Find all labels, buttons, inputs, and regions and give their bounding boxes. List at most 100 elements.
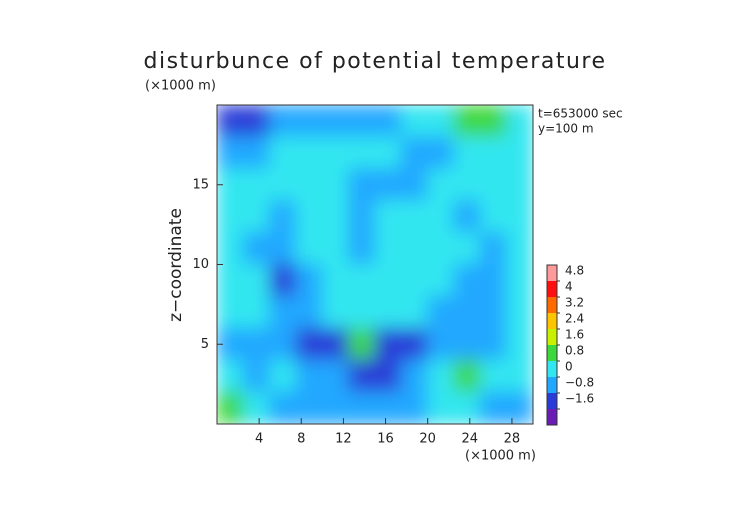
field-cell	[453, 168, 481, 202]
field-cell	[217, 264, 244, 297]
field-cell	[242, 168, 271, 202]
field-cell	[321, 327, 350, 361]
colorbar-segment	[547, 297, 557, 313]
field-cell	[321, 391, 350, 424]
field-cell	[295, 168, 323, 202]
field-cell	[217, 295, 244, 329]
y-tick-label: 5	[201, 337, 209, 352]
field-cell	[217, 359, 244, 393]
field-cell	[321, 105, 350, 138]
field-cell	[217, 232, 244, 265]
colorbar-label: 4.8	[565, 264, 584, 278]
field-cell	[348, 327, 376, 361]
field-cell	[269, 295, 297, 329]
field-cell	[400, 200, 429, 234]
field-cell	[427, 327, 455, 361]
field-cell	[479, 105, 508, 138]
field-cell	[321, 295, 350, 329]
field-cell	[269, 136, 297, 170]
x-tick-label: 20	[419, 432, 436, 447]
field-cell	[321, 136, 350, 170]
field-cell	[295, 105, 323, 138]
field-cell	[321, 200, 350, 234]
x-tick-label: 4	[255, 432, 263, 447]
field-cell	[400, 391, 429, 424]
field-cell	[427, 295, 455, 329]
colorbar-label: 0.8	[565, 344, 584, 358]
field-cell	[242, 327, 271, 361]
field-cell	[506, 327, 533, 361]
field-cell	[400, 295, 429, 329]
field-cell	[348, 359, 376, 393]
x-unit: (×1000 m)	[465, 449, 536, 464]
colorbar-segment	[547, 329, 557, 345]
field-cell	[321, 359, 350, 393]
field-cell	[269, 264, 297, 297]
field-cell	[217, 105, 244, 138]
field-cell	[348, 264, 376, 297]
field-cell	[374, 200, 402, 234]
field-cell	[374, 359, 402, 393]
colorbar-label: 1.6	[565, 328, 584, 342]
field-cell	[427, 200, 455, 234]
field-cell	[295, 232, 323, 265]
field-cell	[242, 232, 271, 265]
field-cell	[427, 232, 455, 265]
field-cell	[348, 168, 376, 202]
field-cell	[242, 391, 271, 424]
field-cell	[506, 105, 533, 138]
field-cell	[479, 295, 508, 329]
colorbar-label: 4	[565, 280, 573, 294]
field-cell	[453, 105, 481, 138]
field-cell	[242, 359, 271, 393]
field-cell	[242, 136, 271, 170]
colorbar-segment	[547, 393, 557, 409]
field-cell	[348, 200, 376, 234]
field-cell	[295, 295, 323, 329]
field-cell	[400, 359, 429, 393]
field-cell	[217, 391, 244, 424]
colorbar-segment	[547, 345, 557, 361]
field-cell	[506, 168, 533, 202]
field-cell	[269, 168, 297, 202]
field-cell	[506, 264, 533, 297]
field-cell	[400, 105, 429, 138]
y-tick-label: 15	[192, 177, 209, 192]
field-cell	[242, 295, 271, 329]
field-cell	[427, 136, 455, 170]
colorbar-segment	[547, 281, 557, 297]
colorbar-segment	[547, 377, 557, 393]
field-cell	[321, 168, 350, 202]
field-cell	[295, 327, 323, 361]
field-cell	[242, 200, 271, 234]
field-cell	[295, 136, 323, 170]
field-cell	[269, 200, 297, 234]
field-cell	[479, 232, 508, 265]
field-cell	[400, 136, 429, 170]
field-cell	[479, 200, 508, 234]
field-cell	[400, 168, 429, 202]
x-tick-label: 12	[335, 432, 352, 447]
field-cells	[217, 105, 533, 424]
field-cell	[453, 136, 481, 170]
y-tick-label: 10	[192, 257, 209, 272]
field-cell	[427, 105, 455, 138]
field-cell	[269, 327, 297, 361]
annotation: t=653000 sec	[538, 107, 623, 121]
colorbar-label: 0	[565, 360, 573, 374]
field-cell	[321, 232, 350, 265]
field-cell	[453, 327, 481, 361]
field-cell	[453, 295, 481, 329]
field-cell	[400, 232, 429, 265]
field-cell	[400, 264, 429, 297]
colorbar-segment	[547, 361, 557, 377]
x-tick-label: 24	[462, 432, 479, 447]
field-cell	[374, 295, 402, 329]
chart-title: disturbunce of potential temperature	[144, 49, 607, 74]
field-cell	[295, 391, 323, 424]
field-cell	[269, 391, 297, 424]
field-cell	[479, 264, 508, 297]
field-cell	[348, 105, 376, 138]
field-cell	[295, 359, 323, 393]
